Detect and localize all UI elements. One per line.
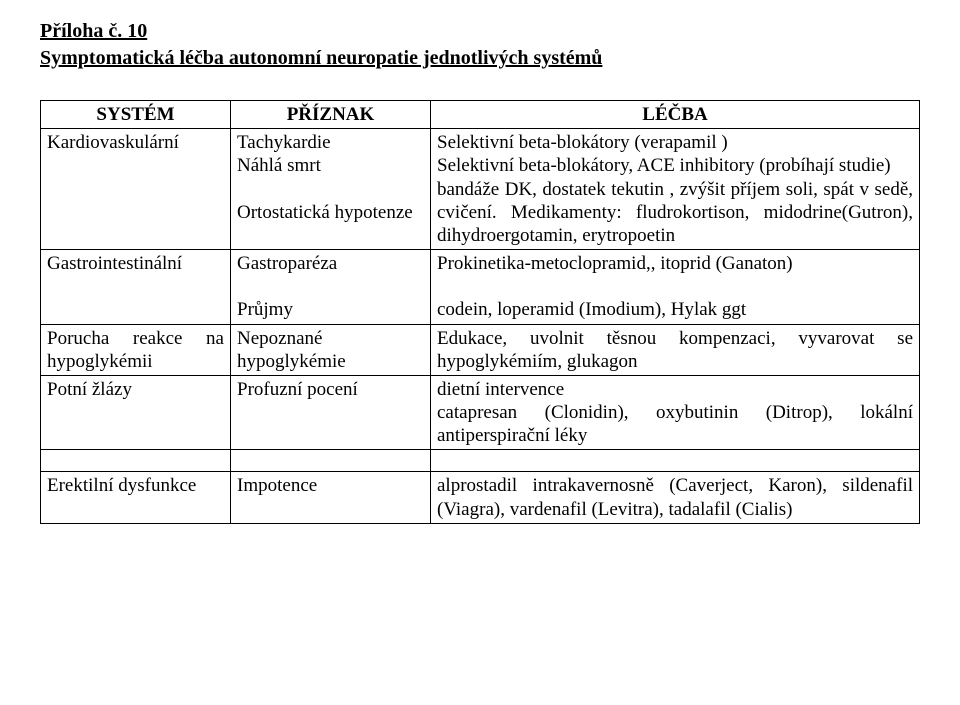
table-row: Erektilní dysfunkce Impotence alprostadi… — [41, 472, 920, 523]
table-header-row: SYSTÉM PŘÍZNAK LÉČBA — [41, 101, 920, 129]
cell-system: Porucha reakce na hypoglykémii — [41, 324, 231, 375]
cell-system — [41, 450, 231, 472]
cell-symptom — [231, 450, 431, 472]
col-header-treatment: LÉČBA — [431, 101, 920, 129]
cell-symptom: TachykardieNáhlá smrtOrtostatická hypote… — [231, 129, 431, 250]
cell-treatment: Prokinetika-metoclopramid,, itoprid (Gan… — [431, 250, 920, 325]
appendix-heading: Příloha č. 10 — [40, 20, 920, 43]
cell-symptom: Profuzní pocení — [231, 375, 431, 450]
cell-symptom: Impotence — [231, 472, 431, 523]
table-row: Gastrointestinální GastroparézaPrůjmy Pr… — [41, 250, 920, 325]
cell-treatment — [431, 450, 920, 472]
cell-treatment: Edukace, uvolnit těsnou kompenzaci, vyva… — [431, 324, 920, 375]
cell-system: Erektilní dysfunkce — [41, 472, 231, 523]
cell-symptom: Nepoznané hypoglykémie — [231, 324, 431, 375]
cell-treatment: dietní intervencecatapresan (Clonidin), … — [431, 375, 920, 450]
table-row: Kardiovaskulární TachykardieNáhlá smrtOr… — [41, 129, 920, 250]
col-header-symptom: PŘÍZNAK — [231, 101, 431, 129]
col-header-system: SYSTÉM — [41, 101, 231, 129]
cell-treatment: Selektivní beta-blokátory (verapamil )Se… — [431, 129, 920, 250]
treatment-table: SYSTÉM PŘÍZNAK LÉČBA Kardiovaskulární Ta… — [40, 100, 920, 524]
cell-system: Potní žlázy — [41, 375, 231, 450]
document-subtitle: Symptomatická léčba autonomní neuropatie… — [40, 47, 920, 70]
table-row — [41, 450, 920, 472]
cell-system: Gastrointestinální — [41, 250, 231, 325]
cell-symptom: GastroparézaPrůjmy — [231, 250, 431, 325]
table-row: Porucha reakce na hypoglykémii Nepoznané… — [41, 324, 920, 375]
table-row: Potní žlázy Profuzní pocení dietní inter… — [41, 375, 920, 450]
page: Příloha č. 10 Symptomatická léčba autono… — [0, 0, 960, 705]
cell-treatment: alprostadil intrakavernosně (Caverject, … — [431, 472, 920, 523]
cell-system: Kardiovaskulární — [41, 129, 231, 250]
